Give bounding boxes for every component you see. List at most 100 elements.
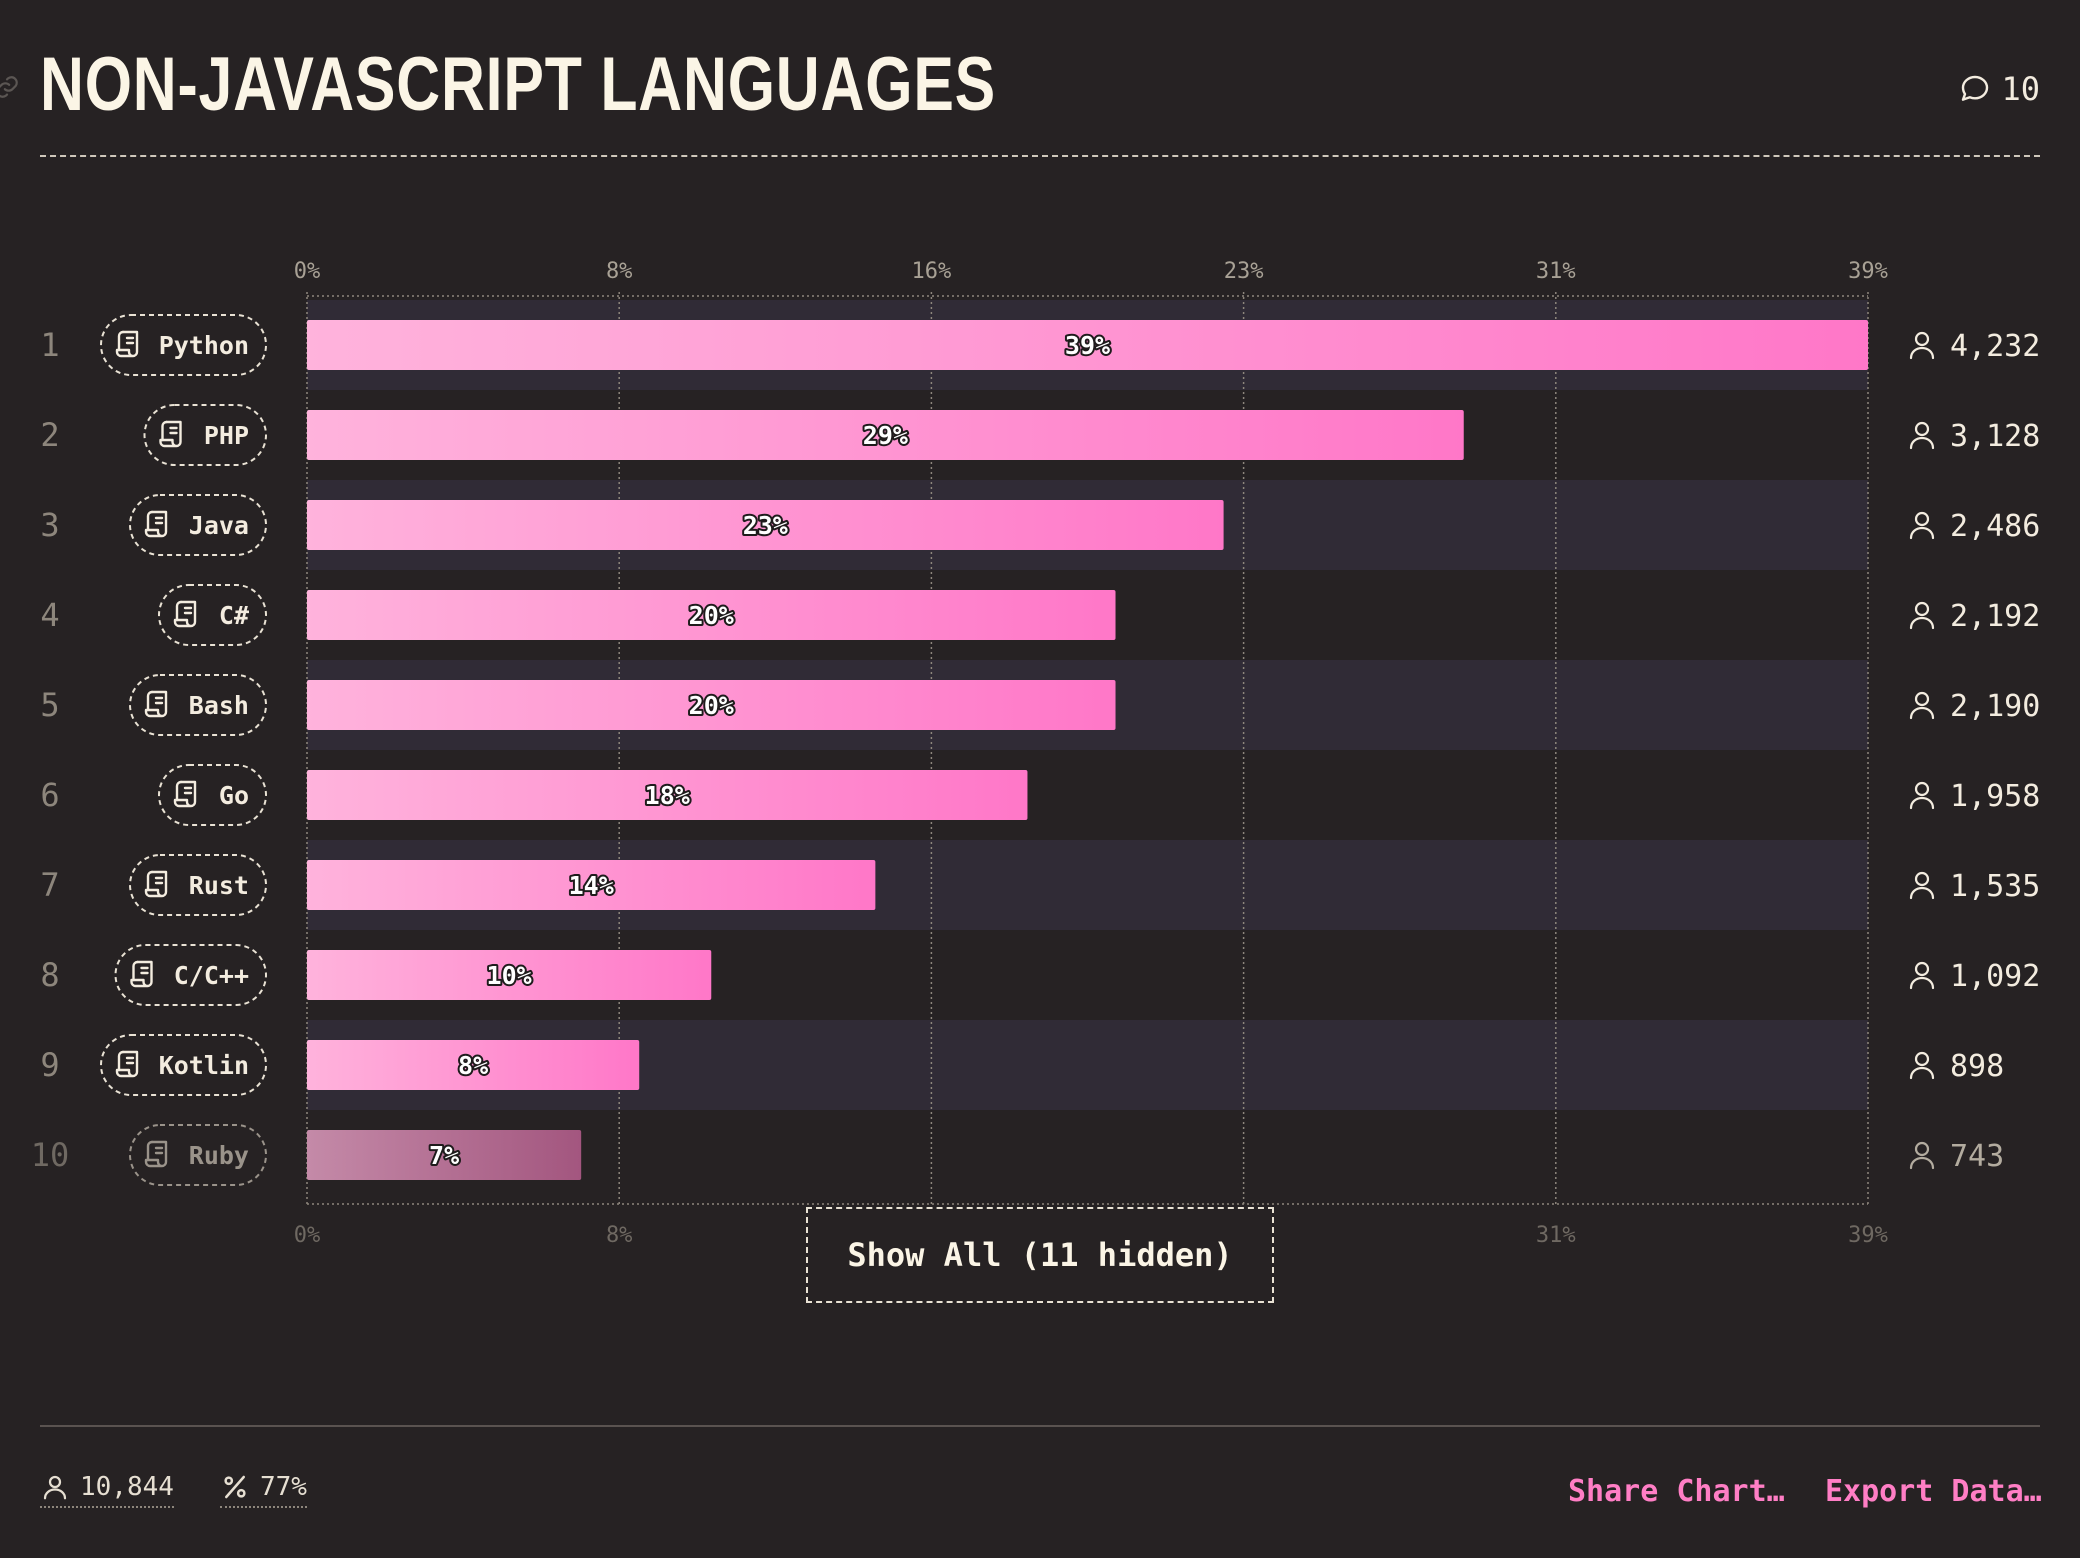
chart-row[interactable]: 6 Go 18% 1,958 — [40, 764, 2040, 826]
x-tick-label-bottom: 8% — [606, 1223, 633, 1248]
chart-row[interactable]: 8 C/C++ 10% 1,092 — [40, 944, 2040, 1006]
script-icon — [144, 1140, 168, 1168]
user-icon — [1909, 331, 1935, 360]
user-icon — [1909, 691, 1935, 720]
row-rank: 7 — [40, 866, 59, 904]
user-icon — [1909, 871, 1935, 900]
bar[interactable] — [307, 860, 876, 910]
bar[interactable] — [307, 950, 712, 1000]
bar-value-label: 29% — [863, 421, 908, 450]
bar[interactable] — [307, 680, 1116, 730]
percent-icon — [224, 1475, 246, 1499]
chart-row[interactable]: 7 Rust 14% 1,535 — [40, 854, 2040, 916]
respondent-count: 2,190 — [1950, 689, 2040, 724]
script-icon — [173, 780, 197, 808]
user-icon — [1909, 781, 1935, 810]
bar[interactable] — [307, 590, 1116, 640]
language-label: Ruby — [189, 1141, 249, 1170]
language-label: PHP — [204, 421, 249, 450]
x-tick-label-bottom: 39% — [1848, 1223, 1888, 1248]
bar-value-label: 10% — [487, 961, 532, 990]
user-icon — [1909, 961, 1935, 990]
bar-value-label: 7% — [429, 1141, 459, 1170]
chart-row[interactable]: 9 Kotlin 8% 898 — [40, 1034, 2004, 1096]
respondent-count: 2,486 — [1950, 509, 2040, 544]
script-icon — [144, 690, 168, 718]
x-tick-label-top: 0% — [294, 259, 321, 284]
bar[interactable] — [307, 410, 1464, 460]
bar-value-label: 8% — [458, 1051, 488, 1080]
row-rank: 6 — [40, 776, 59, 814]
bar-value-label: 39% — [1065, 331, 1110, 360]
x-tick-label-bottom: 0% — [294, 1223, 321, 1248]
respondent-count: 4,232 — [1950, 329, 2040, 364]
x-tick-label-bottom: 31% — [1536, 1223, 1576, 1248]
script-icon — [173, 600, 197, 628]
language-pill[interactable] — [114, 944, 267, 1006]
completion-percent[interactable]: 77% — [220, 1472, 307, 1508]
chart-row[interactable]: 2 PHP 29% 3,128 — [40, 404, 2040, 466]
row-rank: 9 — [40, 1046, 59, 1084]
script-icon — [130, 960, 153, 988]
show-all-button[interactable]: Show All (11 hidden) — [806, 1207, 1274, 1303]
bar-value-label: 14% — [569, 871, 614, 900]
bar[interactable] — [307, 500, 1224, 550]
share-chart-link[interactable]: Share Chart… — [1568, 1474, 1785, 1509]
bar-value-label: 20% — [689, 601, 734, 630]
x-tick-label-top: 16% — [912, 259, 952, 284]
x-tick-label-top: 8% — [606, 259, 633, 284]
language-label: Bash — [189, 691, 249, 720]
language-pill[interactable] — [158, 764, 267, 826]
row-rank: 4 — [40, 596, 59, 634]
language-pill[interactable] — [129, 674, 267, 736]
script-icon — [144, 870, 168, 898]
bar-value-label: 20% — [689, 691, 734, 720]
chart-row[interactable]: 1 Python 39% 4,232 — [40, 314, 2040, 376]
bar-chart: 0%0%8%8%16%16%23%23%31%31%39%39% 1Python… — [31, 259, 2041, 1248]
script-icon — [115, 1050, 139, 1078]
bar-value-label: 18% — [645, 781, 690, 810]
comments-button[interactable]: 10 — [1959, 70, 2040, 108]
chart-row[interactable]: 5 Bash 20% 2,190 — [40, 674, 2040, 736]
row-rank: 10 — [31, 1136, 70, 1174]
anchor-link-icon[interactable] — [0, 74, 20, 100]
export-data-link[interactable]: Export Data… — [1825, 1474, 2042, 1509]
x-tick-label-top: 23% — [1224, 259, 1264, 284]
percent-value: 77% — [260, 1472, 307, 1502]
language-pill[interactable] — [143, 404, 267, 466]
chart-row[interactable]: 4 C# 20% 2,192 — [40, 584, 2040, 646]
row-rank: 1 — [40, 326, 59, 364]
language-label: C# — [219, 601, 249, 630]
comment-icon — [1962, 75, 1989, 101]
language-pill[interactable] — [100, 314, 267, 376]
language-pill[interactable] — [100, 1034, 267, 1096]
header-divider — [40, 155, 2040, 157]
user-icon — [1909, 421, 1935, 450]
user-icon — [1909, 511, 1935, 540]
language-label: C/C++ — [174, 961, 249, 990]
bar[interactable] — [307, 770, 1028, 820]
language-label: Kotlin — [159, 1051, 249, 1080]
script-icon — [144, 510, 168, 538]
comments-count: 10 — [2001, 70, 2040, 108]
chart-row[interactable]: 10 Ruby 7% 743 — [31, 1124, 2004, 1186]
chart-row[interactable]: 3 Java 23% 2,486 — [40, 494, 2040, 556]
respondent-count: 743 — [1950, 1139, 2004, 1174]
bar[interactable] — [307, 1040, 640, 1090]
language-pill[interactable] — [129, 1124, 267, 1186]
language-pill[interactable] — [158, 584, 267, 646]
x-tick-label-top: 31% — [1536, 259, 1576, 284]
page-title: NON-JAVASCRIPT LANGUAGES — [40, 42, 997, 127]
x-tick-label-top: 39% — [1848, 259, 1888, 284]
bar[interactable] — [307, 320, 1868, 370]
respondent-count: 1,958 — [1950, 779, 2040, 814]
language-pill[interactable] — [129, 494, 267, 556]
row-rank: 3 — [40, 506, 59, 544]
respondent-count: 2,192 — [1950, 599, 2040, 634]
user-icon — [1909, 1141, 1935, 1170]
respondent-count: 898 — [1950, 1049, 2004, 1084]
user-icon — [1909, 1051, 1935, 1080]
total-respondents[interactable]: 10,844 — [40, 1472, 174, 1508]
bar[interactable] — [307, 1130, 582, 1180]
language-pill[interactable] — [129, 854, 267, 916]
